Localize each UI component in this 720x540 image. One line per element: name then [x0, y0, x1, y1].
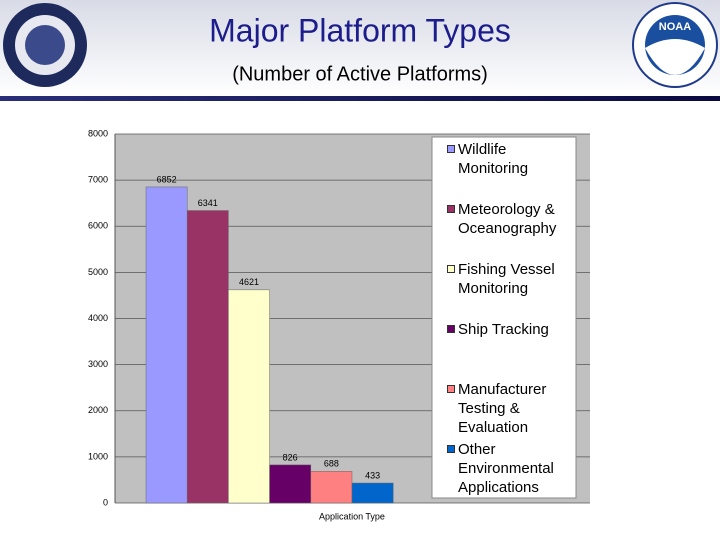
- header-background: [0, 0, 720, 96]
- legend-swatch: [447, 445, 455, 453]
- y-tick-label: 0: [103, 497, 108, 507]
- x-axis-label: Application Type: [319, 511, 385, 521]
- y-tick-label: 5000: [88, 267, 108, 277]
- legend-label: Ship Tracking: [458, 321, 549, 338]
- y-tick-label: 7000: [88, 175, 108, 185]
- legend-box: [431, 136, 577, 499]
- legend-swatch: [447, 325, 455, 333]
- legend-label: Other Environmental Applications: [458, 441, 554, 496]
- data-label: 433: [365, 470, 380, 480]
- legend-swatch: [447, 145, 455, 153]
- slide-subtitle: (Number of Active Platforms): [232, 63, 488, 85]
- legend-entry: Ship Tracking: [447, 320, 576, 339]
- data-label: 6852: [157, 174, 177, 184]
- data-label: 4621: [239, 277, 259, 287]
- data-label: 688: [324, 459, 339, 469]
- legend-entry: Manufacturer Testing & Evaluation: [447, 380, 576, 437]
- y-tick-label: 3000: [88, 359, 108, 369]
- bar: [269, 464, 312, 504]
- legend-label: Manufacturer Testing & Evaluation: [458, 381, 547, 436]
- y-tick-label: 2000: [88, 405, 108, 415]
- y-tick-label: 8000: [88, 128, 108, 138]
- legend-label: Wildlife Monitoring: [458, 141, 529, 177]
- legend-swatch: [447, 385, 455, 393]
- y-tick-label: 4000: [88, 313, 108, 323]
- bar: [228, 289, 270, 504]
- logo-text: NOAA: [659, 21, 691, 33]
- legend-entry: Fishing Vessel Monitoring: [447, 260, 576, 298]
- legend-swatch: [447, 265, 455, 273]
- commerce-logo: [3, 3, 87, 87]
- data-label: 826: [283, 452, 298, 462]
- header-rule: [0, 96, 720, 101]
- bar: [186, 210, 229, 504]
- noaa-logo: NOAA: [632, 2, 718, 88]
- legend-label: Meteorology & Oceanography: [458, 201, 557, 237]
- y-tick-label: 1000: [88, 451, 108, 461]
- data-label: 6341: [198, 198, 218, 208]
- legend-label: Fishing Vessel Monitoring: [458, 261, 555, 297]
- legend-swatch: [447, 205, 455, 213]
- slide-title: Major Platform Types: [209, 12, 511, 48]
- legend-entry: Other Environmental Applications: [447, 440, 576, 497]
- legend-entry: Wildlife Monitoring: [447, 140, 576, 178]
- bar: [310, 471, 353, 504]
- y-tick-label: 6000: [88, 221, 108, 231]
- bar: [145, 186, 188, 504]
- bar: [351, 482, 394, 504]
- legend-entry: Meteorology & Oceanography: [447, 200, 576, 238]
